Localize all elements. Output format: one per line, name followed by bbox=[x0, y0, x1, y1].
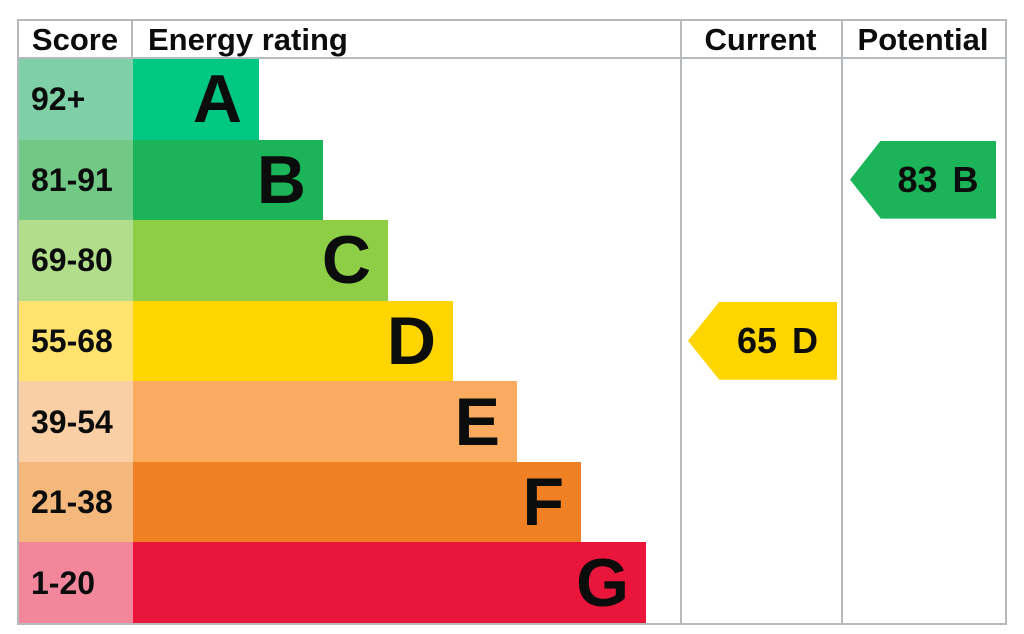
current-rating-marker: 65 D bbox=[688, 301, 837, 380]
potential-rating-marker: 83 B bbox=[850, 140, 996, 219]
band-row-e: 39-54 E bbox=[19, 381, 1005, 462]
header-current: Current bbox=[704, 21, 817, 57]
current-band-letter: D bbox=[792, 319, 819, 361]
header-energy-rating: Energy rating bbox=[148, 21, 348, 57]
band-row-g: 1-20 G bbox=[19, 542, 1005, 624]
band-rows: 92+ A 81-91 B 69-80 C 55-68 D bbox=[19, 59, 1005, 624]
score-range: 39-54 bbox=[19, 381, 133, 462]
band-letter: E bbox=[454, 383, 500, 460]
band-bar: B bbox=[133, 139, 323, 221]
band-letter: A bbox=[192, 61, 242, 138]
band-letter: G bbox=[576, 544, 629, 621]
band-bar: D bbox=[133, 300, 453, 382]
band-letter: B bbox=[256, 141, 306, 218]
score-range: 81-91 bbox=[19, 139, 133, 221]
band-bar: E bbox=[133, 381, 517, 462]
band-letter: D bbox=[386, 303, 436, 380]
band-row-f: 21-38 F bbox=[19, 461, 1005, 543]
score-range: 1-20 bbox=[19, 542, 133, 624]
band-letter: F bbox=[522, 464, 564, 541]
band-bar: C bbox=[133, 220, 388, 301]
potential-band-letter: B bbox=[952, 158, 979, 200]
epc-table: Score Energy rating Current Potential 92… bbox=[17, 19, 1007, 625]
current-column-divider bbox=[680, 21, 682, 623]
score-range: 69-80 bbox=[19, 220, 133, 301]
table-header-row: Score Energy rating Current Potential bbox=[19, 21, 1005, 59]
score-range: 92+ bbox=[19, 59, 133, 140]
header-potential: Potential bbox=[857, 21, 989, 57]
potential-column-divider bbox=[841, 21, 843, 623]
band-bar: F bbox=[133, 461, 581, 543]
header-score: Score bbox=[19, 21, 133, 57]
band-row-a: 92+ A bbox=[19, 59, 1005, 140]
band-row-c: 69-80 C bbox=[19, 220, 1005, 301]
current-score-value: 65 bbox=[736, 319, 778, 361]
band-row-d: 55-68 D bbox=[19, 300, 1005, 382]
band-bar: G bbox=[133, 542, 646, 624]
potential-score-value: 83 bbox=[897, 158, 938, 200]
band-letter: C bbox=[321, 222, 371, 299]
score-range: 21-38 bbox=[19, 461, 133, 543]
score-range: 55-68 bbox=[19, 300, 133, 382]
band-bar: A bbox=[133, 59, 259, 140]
band-row-b: 81-91 B bbox=[19, 139, 1005, 221]
